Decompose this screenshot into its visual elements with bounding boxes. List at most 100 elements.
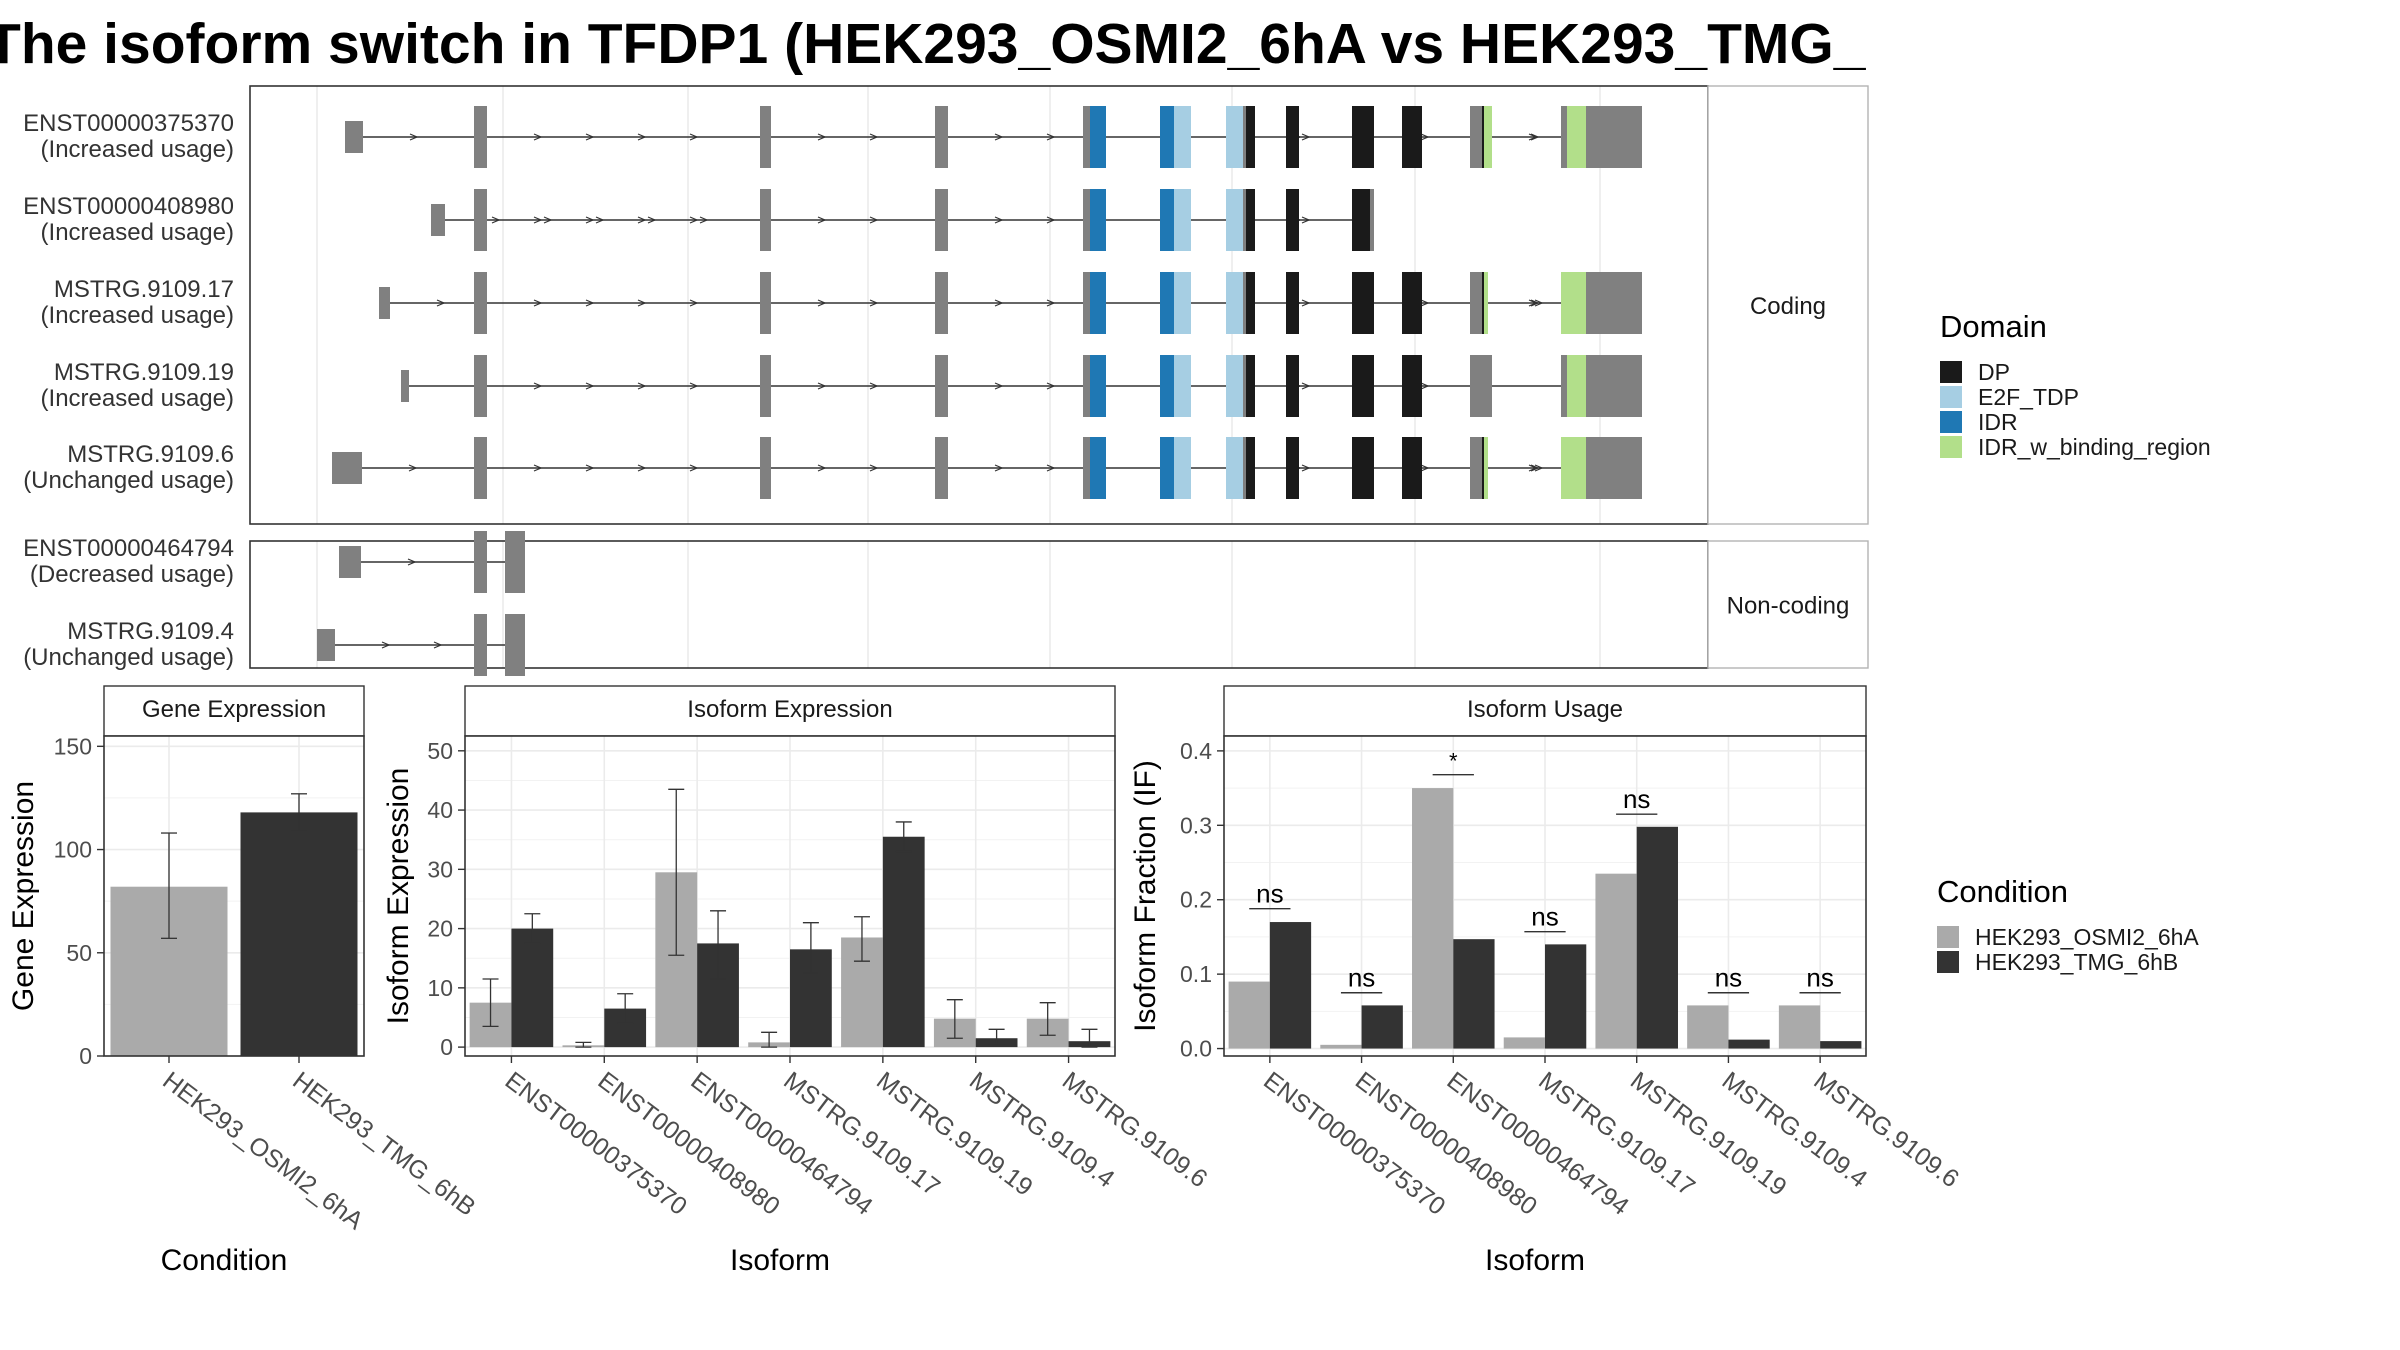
utr-exon xyxy=(1592,451,1642,485)
facet-strip xyxy=(1707,540,1869,669)
strand-arrow xyxy=(817,382,827,390)
strand-arrow xyxy=(994,216,1004,224)
bar xyxy=(1636,826,1678,1049)
domain-e2f-tdp xyxy=(1226,437,1243,499)
exon xyxy=(1586,106,1592,168)
domain-idr xyxy=(1160,355,1174,417)
panel-strip xyxy=(1223,685,1867,737)
exon xyxy=(339,546,361,578)
domain-dp xyxy=(1352,189,1370,251)
exon xyxy=(431,204,445,236)
strand-arrow xyxy=(647,216,657,224)
domain-dp xyxy=(1246,189,1255,251)
domain-e2f-tdp xyxy=(1174,106,1191,168)
strand-arrow xyxy=(994,299,1004,307)
exon xyxy=(474,272,487,334)
y-tick-label: 0.4 xyxy=(1180,738,1212,764)
bar xyxy=(1687,1005,1729,1049)
strand-arrow xyxy=(1046,133,1056,141)
bar xyxy=(1595,873,1637,1049)
domain-e2f-tdp xyxy=(1174,189,1191,251)
condition-legend-swatch xyxy=(1937,926,1959,948)
strand-arrow xyxy=(409,133,419,141)
domain-idr-w-binding-region xyxy=(1567,106,1586,168)
domain-idr xyxy=(1160,189,1174,251)
exon xyxy=(317,629,335,661)
domain-dp xyxy=(1286,106,1299,168)
isoform-id-label: ENST00000464794 xyxy=(23,535,234,562)
exon xyxy=(760,437,771,499)
strand-arrow xyxy=(637,133,647,141)
bar xyxy=(1778,1005,1821,1049)
domain-e2f-tdp xyxy=(1174,355,1191,417)
utr-exon xyxy=(1592,369,1642,403)
facet-strip-label: Non-coding xyxy=(1727,593,1850,620)
condition-legend-title: Condition xyxy=(1937,874,2068,909)
strand-arrow xyxy=(595,216,605,224)
bar xyxy=(240,812,358,1056)
exon xyxy=(760,189,771,251)
strand-arrow xyxy=(869,216,879,224)
strand-arrow xyxy=(1301,299,1311,307)
exon xyxy=(345,121,363,153)
y-tick-label: 0.3 xyxy=(1180,812,1212,838)
domain-idr xyxy=(1160,272,1174,334)
exon xyxy=(1083,106,1090,168)
exon xyxy=(1243,355,1246,417)
exon xyxy=(1083,437,1090,499)
isoform-id-label: MSTRG.9109.17 xyxy=(54,276,234,303)
exon xyxy=(1470,272,1482,334)
exon xyxy=(1083,272,1090,334)
strand-arrow xyxy=(533,216,543,224)
significance-label: ns xyxy=(1806,963,1833,993)
domain-dp xyxy=(1246,106,1255,168)
exon xyxy=(1243,437,1246,499)
y-tick-label: 10 xyxy=(427,975,453,1001)
exon xyxy=(332,452,362,484)
strand-arrow xyxy=(381,641,391,649)
exon xyxy=(1470,355,1492,417)
x-axis-title: Condition xyxy=(161,1244,288,1277)
x-tick-label: MSTRG.9109.17 xyxy=(1533,1066,1700,1201)
domain-legend-label: IDR_w_binding_region xyxy=(1978,434,2211,460)
domain-dp xyxy=(1352,106,1374,168)
domain-dp xyxy=(1482,437,1484,499)
domain-dp xyxy=(1352,437,1374,499)
facet-strip xyxy=(1707,85,1869,525)
exon xyxy=(935,189,948,251)
strand-arrow xyxy=(637,299,647,307)
domain-dp xyxy=(1352,355,1374,417)
strand-arrow xyxy=(491,216,501,224)
exon xyxy=(505,614,525,676)
strand-arrow xyxy=(689,464,699,472)
y-tick-label: 50 xyxy=(427,738,453,764)
isoform-id-label: MSTRG.9109.6 xyxy=(67,441,234,468)
strand-arrow xyxy=(1301,382,1311,390)
exon xyxy=(1561,106,1567,168)
domain-legend-title: Domain xyxy=(1940,309,2047,344)
domain-dp xyxy=(1352,272,1374,334)
domain-idr xyxy=(1160,106,1174,168)
strand-arrow xyxy=(1046,464,1056,472)
domain-idr xyxy=(1090,437,1106,499)
exon xyxy=(760,355,771,417)
domain-dp xyxy=(1246,272,1255,334)
exon xyxy=(505,531,525,593)
domain-idr xyxy=(1090,272,1106,334)
strand-arrow xyxy=(1534,299,1544,307)
isoform-id-label: MSTRG.9109.4 xyxy=(67,618,234,645)
y-tick-label: 150 xyxy=(54,733,92,759)
strand-arrow xyxy=(1046,216,1056,224)
strand-arrow xyxy=(1530,133,1540,141)
figure-title: The isoform switch in TFDP1 (HEK293_OSMI… xyxy=(0,12,1866,76)
exon xyxy=(1243,272,1246,334)
isoform-usage-label: (Unchanged usage) xyxy=(23,467,234,494)
domain-dp xyxy=(1402,272,1422,334)
exon xyxy=(1470,437,1482,499)
structure-panel-bg xyxy=(250,541,1708,668)
domain-legend-label: DP xyxy=(1978,359,2010,385)
y-tick-label: 0.0 xyxy=(1180,1036,1212,1062)
isoform-id-label: ENST00000375370 xyxy=(23,110,234,137)
strand-arrow xyxy=(994,382,1004,390)
strand-arrow xyxy=(689,382,699,390)
